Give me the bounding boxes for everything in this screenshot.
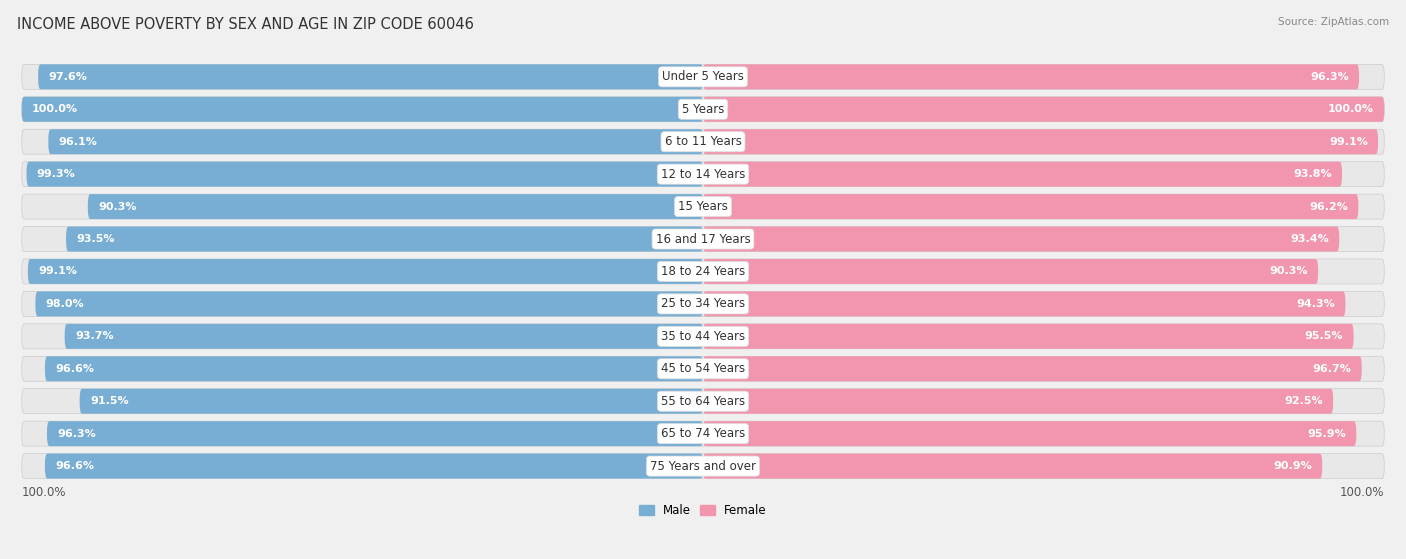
- Legend: Male, Female: Male, Female: [634, 500, 772, 522]
- Text: 75 Years and over: 75 Years and over: [650, 459, 756, 472]
- Text: 96.3%: 96.3%: [1310, 72, 1348, 82]
- FancyBboxPatch shape: [87, 194, 703, 219]
- Text: 93.5%: 93.5%: [76, 234, 115, 244]
- FancyBboxPatch shape: [45, 356, 703, 381]
- FancyBboxPatch shape: [21, 453, 1385, 479]
- Text: 45 to 54 Years: 45 to 54 Years: [661, 362, 745, 375]
- FancyBboxPatch shape: [21, 97, 703, 122]
- Text: 55 to 64 Years: 55 to 64 Years: [661, 395, 745, 408]
- FancyBboxPatch shape: [66, 226, 703, 252]
- Text: 100.0%: 100.0%: [1329, 105, 1374, 114]
- Text: 96.3%: 96.3%: [58, 429, 96, 439]
- FancyBboxPatch shape: [21, 194, 1385, 219]
- Text: 93.7%: 93.7%: [75, 331, 114, 342]
- FancyBboxPatch shape: [703, 356, 1362, 381]
- Text: 92.5%: 92.5%: [1284, 396, 1323, 406]
- FancyBboxPatch shape: [21, 389, 1385, 414]
- FancyBboxPatch shape: [703, 421, 1357, 446]
- Text: 35 to 44 Years: 35 to 44 Years: [661, 330, 745, 343]
- FancyBboxPatch shape: [80, 389, 703, 414]
- Text: 16 and 17 Years: 16 and 17 Years: [655, 233, 751, 245]
- FancyBboxPatch shape: [703, 194, 1358, 219]
- Text: INCOME ABOVE POVERTY BY SEX AND AGE IN ZIP CODE 60046: INCOME ABOVE POVERTY BY SEX AND AGE IN Z…: [17, 17, 474, 32]
- Text: 91.5%: 91.5%: [90, 396, 128, 406]
- FancyBboxPatch shape: [703, 226, 1340, 252]
- FancyBboxPatch shape: [703, 389, 1333, 414]
- FancyBboxPatch shape: [65, 324, 703, 349]
- Text: 95.9%: 95.9%: [1308, 429, 1346, 439]
- FancyBboxPatch shape: [703, 162, 1341, 187]
- FancyBboxPatch shape: [27, 162, 703, 187]
- FancyBboxPatch shape: [21, 291, 1385, 316]
- Text: 12 to 14 Years: 12 to 14 Years: [661, 168, 745, 181]
- FancyBboxPatch shape: [38, 64, 703, 89]
- Text: 96.7%: 96.7%: [1313, 364, 1351, 374]
- Text: 97.6%: 97.6%: [48, 72, 87, 82]
- Text: Under 5 Years: Under 5 Years: [662, 70, 744, 83]
- Text: Source: ZipAtlas.com: Source: ZipAtlas.com: [1278, 17, 1389, 27]
- FancyBboxPatch shape: [21, 259, 1385, 284]
- Text: 18 to 24 Years: 18 to 24 Years: [661, 265, 745, 278]
- FancyBboxPatch shape: [21, 162, 1385, 187]
- Text: 99.3%: 99.3%: [37, 169, 76, 179]
- Text: 5 Years: 5 Years: [682, 103, 724, 116]
- FancyBboxPatch shape: [21, 129, 1385, 154]
- FancyBboxPatch shape: [21, 324, 1385, 349]
- Text: 100.0%: 100.0%: [1340, 486, 1384, 499]
- Text: 6 to 11 Years: 6 to 11 Years: [665, 135, 741, 148]
- Text: 96.1%: 96.1%: [59, 137, 97, 146]
- Text: 99.1%: 99.1%: [38, 267, 77, 277]
- Text: 94.3%: 94.3%: [1296, 299, 1336, 309]
- FancyBboxPatch shape: [21, 226, 1385, 252]
- FancyBboxPatch shape: [48, 129, 703, 154]
- Text: 100.0%: 100.0%: [22, 486, 66, 499]
- Text: 99.1%: 99.1%: [1329, 137, 1368, 146]
- FancyBboxPatch shape: [703, 324, 1354, 349]
- FancyBboxPatch shape: [703, 97, 1385, 122]
- FancyBboxPatch shape: [45, 453, 703, 479]
- Text: 15 Years: 15 Years: [678, 200, 728, 213]
- FancyBboxPatch shape: [35, 291, 703, 316]
- FancyBboxPatch shape: [703, 259, 1319, 284]
- Text: 95.5%: 95.5%: [1305, 331, 1343, 342]
- Text: 65 to 74 Years: 65 to 74 Years: [661, 427, 745, 440]
- FancyBboxPatch shape: [21, 97, 1385, 122]
- Text: 90.3%: 90.3%: [98, 202, 136, 212]
- FancyBboxPatch shape: [46, 421, 703, 446]
- FancyBboxPatch shape: [28, 259, 703, 284]
- FancyBboxPatch shape: [703, 453, 1322, 479]
- Text: 100.0%: 100.0%: [32, 105, 77, 114]
- FancyBboxPatch shape: [703, 129, 1378, 154]
- Text: 98.0%: 98.0%: [45, 299, 84, 309]
- Text: 96.6%: 96.6%: [55, 461, 94, 471]
- Text: 96.2%: 96.2%: [1309, 202, 1348, 212]
- Text: 90.3%: 90.3%: [1270, 267, 1308, 277]
- FancyBboxPatch shape: [703, 291, 1346, 316]
- Text: 93.8%: 93.8%: [1294, 169, 1331, 179]
- Text: 90.9%: 90.9%: [1274, 461, 1312, 471]
- Text: 93.4%: 93.4%: [1291, 234, 1329, 244]
- FancyBboxPatch shape: [21, 64, 1385, 89]
- FancyBboxPatch shape: [21, 421, 1385, 446]
- FancyBboxPatch shape: [703, 64, 1360, 89]
- Text: 25 to 34 Years: 25 to 34 Years: [661, 297, 745, 310]
- FancyBboxPatch shape: [21, 356, 1385, 381]
- Text: 96.6%: 96.6%: [55, 364, 94, 374]
